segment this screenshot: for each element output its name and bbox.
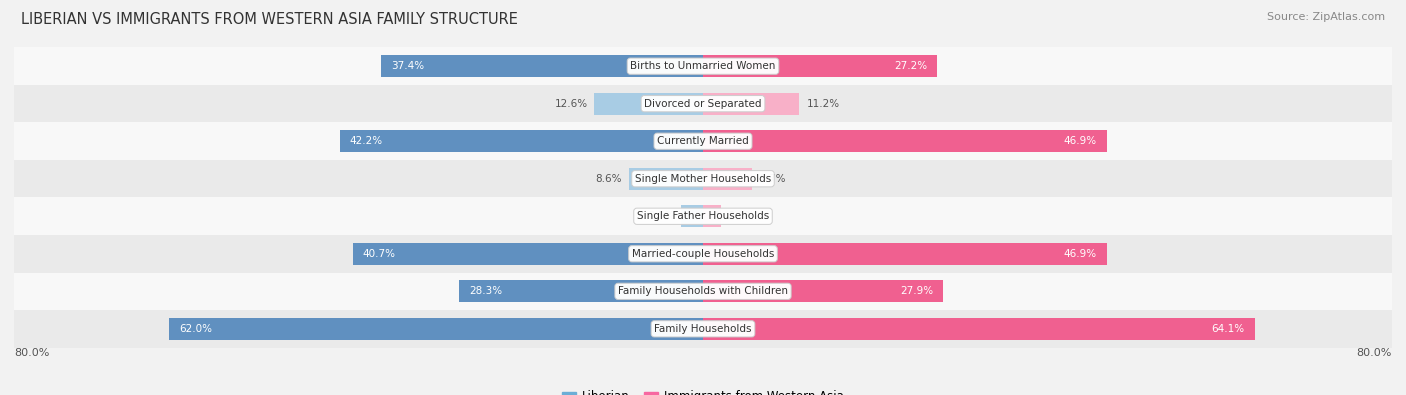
Text: Currently Married: Currently Married — [657, 136, 749, 146]
Text: 8.6%: 8.6% — [596, 174, 621, 184]
Bar — [460, 280, 703, 302]
Bar — [703, 243, 1107, 265]
Bar — [628, 168, 703, 190]
Bar — [353, 243, 703, 265]
Text: 28.3%: 28.3% — [470, 286, 503, 296]
Text: 40.7%: 40.7% — [363, 249, 396, 259]
Text: Births to Unmarried Women: Births to Unmarried Women — [630, 61, 776, 71]
Text: 2.1%: 2.1% — [728, 211, 755, 221]
Bar — [595, 93, 703, 115]
FancyBboxPatch shape — [14, 122, 1392, 160]
FancyBboxPatch shape — [14, 47, 1392, 85]
Text: Family Households with Children: Family Households with Children — [619, 286, 787, 296]
Text: 11.2%: 11.2% — [807, 99, 839, 109]
Text: Family Households: Family Households — [654, 324, 752, 334]
FancyBboxPatch shape — [14, 160, 1392, 198]
Text: 80.0%: 80.0% — [14, 348, 49, 357]
Text: Married-couple Households: Married-couple Households — [631, 249, 775, 259]
Bar — [682, 205, 703, 227]
Legend: Liberian, Immigrants from Western Asia: Liberian, Immigrants from Western Asia — [557, 385, 849, 395]
Bar — [703, 93, 800, 115]
Bar — [703, 205, 721, 227]
FancyBboxPatch shape — [14, 273, 1392, 310]
Text: Source: ZipAtlas.com: Source: ZipAtlas.com — [1267, 12, 1385, 22]
Text: 27.9%: 27.9% — [900, 286, 934, 296]
FancyBboxPatch shape — [14, 198, 1392, 235]
Bar — [703, 168, 752, 190]
Text: Divorced or Separated: Divorced or Separated — [644, 99, 762, 109]
FancyBboxPatch shape — [14, 235, 1392, 273]
Bar — [703, 55, 938, 77]
FancyBboxPatch shape — [14, 310, 1392, 348]
Bar — [703, 130, 1107, 152]
Text: 12.6%: 12.6% — [554, 99, 588, 109]
Text: 27.2%: 27.2% — [894, 61, 927, 71]
Text: Single Father Households: Single Father Households — [637, 211, 769, 221]
Bar — [703, 280, 943, 302]
Bar — [381, 55, 703, 77]
Text: LIBERIAN VS IMMIGRANTS FROM WESTERN ASIA FAMILY STRUCTURE: LIBERIAN VS IMMIGRANTS FROM WESTERN ASIA… — [21, 12, 517, 27]
Text: 42.2%: 42.2% — [350, 136, 382, 146]
Text: 2.5%: 2.5% — [648, 211, 675, 221]
Text: 80.0%: 80.0% — [1357, 348, 1392, 357]
Text: 5.7%: 5.7% — [759, 174, 786, 184]
Text: 46.9%: 46.9% — [1063, 249, 1097, 259]
FancyBboxPatch shape — [14, 85, 1392, 122]
Text: Single Mother Households: Single Mother Households — [636, 174, 770, 184]
Text: 46.9%: 46.9% — [1063, 136, 1097, 146]
Text: 62.0%: 62.0% — [180, 324, 212, 334]
Bar — [169, 318, 703, 340]
Text: 64.1%: 64.1% — [1212, 324, 1244, 334]
Text: 37.4%: 37.4% — [391, 61, 425, 71]
Bar — [703, 318, 1256, 340]
Bar — [340, 130, 703, 152]
